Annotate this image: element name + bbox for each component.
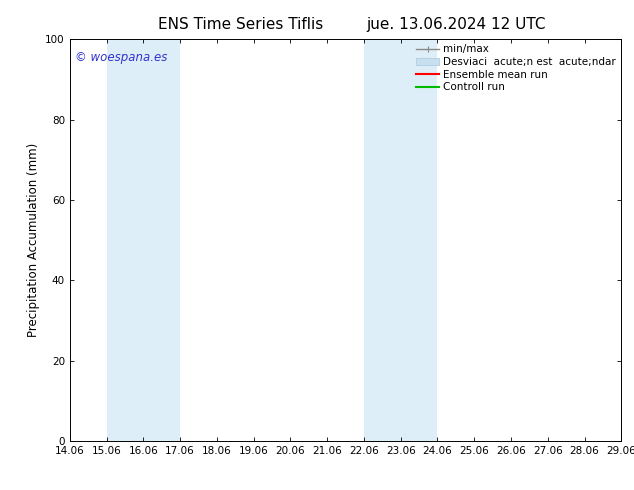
Bar: [107, 39, 180, 441]
Bar: [621, 39, 634, 441]
Y-axis label: Precipitation Accumulation (mm): Precipitation Accumulation (mm): [27, 143, 40, 337]
Legend: min/max, Desviaci  acute;n est  acute;ndar, Ensemble mean run, Controll run: min/max, Desviaci acute;n est acute;ndar…: [414, 42, 618, 94]
Text: ENS Time Series Tiflis: ENS Time Series Tiflis: [158, 17, 323, 32]
Bar: [364, 39, 437, 441]
Text: © woespana.es: © woespana.es: [75, 51, 167, 64]
Text: jue. 13.06.2024 12 UTC: jue. 13.06.2024 12 UTC: [366, 17, 547, 32]
